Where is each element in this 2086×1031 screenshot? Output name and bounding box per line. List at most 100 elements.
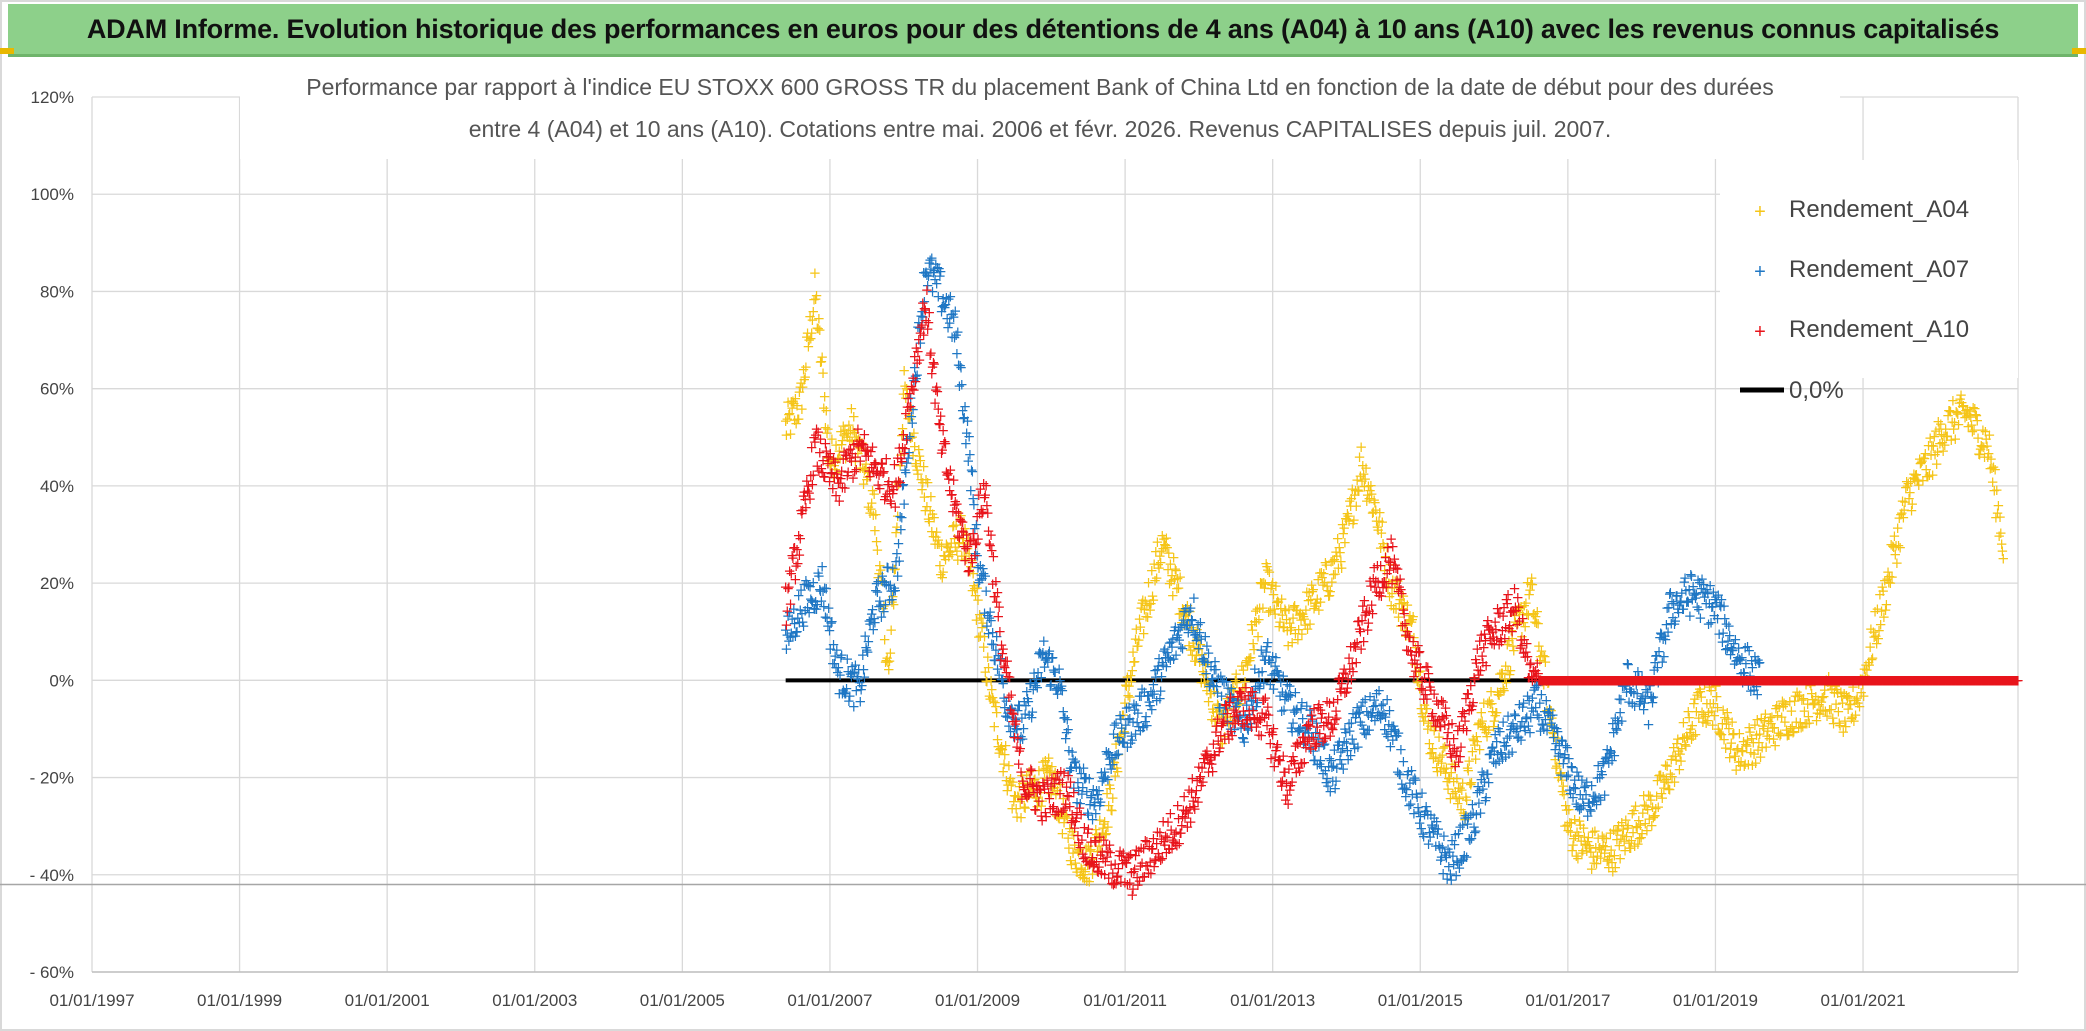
data-point: +: [908, 438, 921, 456]
data-point: +: [806, 311, 819, 329]
data-point: +: [893, 473, 906, 491]
data-point: +: [943, 543, 956, 561]
data-point: +: [909, 454, 922, 472]
data-point: +: [785, 392, 798, 410]
data-point: +: [1482, 773, 1495, 791]
report-title: ADAM Informe. Evolution historique des p…: [86, 13, 2000, 44]
data-point: +: [938, 547, 951, 565]
data-point: +: [928, 508, 941, 526]
data-point: +: [924, 501, 937, 519]
data-point: +: [920, 471, 933, 489]
data-point: +: [981, 673, 994, 691]
data-point: +: [922, 510, 935, 528]
data-point: +: [999, 745, 1012, 763]
data-point: +: [903, 406, 916, 424]
y-tick-label: 20%: [40, 574, 74, 593]
data-point: +: [898, 361, 911, 379]
data-point: +: [1891, 554, 1904, 572]
data-point: +: [921, 473, 934, 491]
data-point: +: [840, 425, 853, 443]
data-point: +: [1012, 788, 1025, 806]
data-point: +: [818, 387, 831, 405]
data-point: +: [997, 763, 1010, 781]
data-point: +: [813, 321, 826, 339]
data-point: +: [784, 595, 797, 613]
data-point: +: [786, 399, 799, 417]
data-point: +: [801, 324, 814, 342]
data-point: +: [1532, 615, 1545, 633]
data-point: +: [1007, 773, 1020, 791]
data-point: +: [970, 611, 983, 629]
data-point: +: [925, 488, 938, 506]
data-point: +: [892, 475, 905, 493]
data-point: +: [894, 457, 907, 475]
data-point: +: [930, 523, 943, 541]
data-point: +: [826, 612, 839, 630]
data-point: +: [1906, 495, 1919, 513]
data-point: +: [855, 440, 868, 458]
data-point: +: [900, 389, 913, 407]
data-point: +: [939, 435, 952, 453]
data-point: +: [880, 651, 893, 669]
x-tick-label: 01/01/2001: [345, 991, 430, 1010]
data-point: +: [986, 689, 999, 707]
data-point: +: [862, 498, 875, 516]
data-point: +: [993, 598, 1006, 616]
data-point: +: [822, 449, 835, 467]
data-point: +: [830, 436, 843, 454]
data-point: +: [906, 428, 919, 446]
data-point: +: [796, 400, 809, 418]
data-point: +: [858, 668, 871, 686]
x-tick-label: 01/01/2019: [1673, 991, 1758, 1010]
data-point: +: [861, 468, 874, 486]
data-point: +: [1997, 550, 2010, 568]
data-point: +: [1009, 787, 1022, 805]
data-point: +: [947, 471, 960, 489]
data-point: +: [973, 628, 986, 646]
data-point: +: [779, 412, 792, 430]
data-point: +: [951, 323, 964, 341]
data-point: +: [867, 506, 880, 524]
data-point: +: [1460, 722, 1473, 740]
data-point: +: [1147, 591, 1160, 609]
data-point: +: [838, 426, 851, 444]
data-point: +: [949, 538, 962, 556]
data-point: +: [1516, 610, 1529, 628]
data-point: +: [926, 505, 939, 523]
data-point: +: [854, 459, 867, 477]
data-point: +: [875, 572, 888, 590]
data-point: +: [896, 420, 909, 438]
y-tick-label: 100%: [31, 185, 74, 204]
data-point: +: [845, 400, 858, 418]
data-point: +: [1983, 426, 1996, 444]
chart-title-line-1: Performance par rapport à l'indice EU ST…: [306, 74, 1773, 100]
data-point: +: [912, 465, 925, 483]
data-point: +: [857, 475, 870, 493]
data-point: +: [953, 534, 966, 552]
data-point: +: [814, 353, 827, 371]
data-point: +: [885, 621, 898, 639]
x-tick-label: 01/01/2013: [1230, 991, 1315, 1010]
data-point: +: [807, 302, 820, 320]
data-point: +: [1894, 538, 1907, 556]
y-tick-label: - 40%: [30, 866, 74, 885]
data-point: +: [1008, 787, 1021, 805]
data-point: +: [913, 447, 926, 465]
data-point: +: [946, 545, 959, 563]
data-point: +: [1467, 694, 1480, 712]
data-point: +: [795, 374, 808, 392]
data-point: +: [1010, 712, 1023, 730]
data-point: +: [850, 428, 863, 446]
data-point: +: [825, 454, 838, 472]
data-point: +: [961, 539, 974, 557]
data-point: +: [877, 599, 890, 617]
data-point: +: [839, 449, 852, 467]
data-point: +: [980, 672, 993, 690]
data-point: +: [1010, 800, 1023, 818]
data-point: +: [1455, 738, 1468, 756]
data-point: +: [841, 428, 854, 446]
data-point: +: [917, 457, 930, 475]
data-point: +: [837, 417, 850, 435]
data-point: +: [820, 402, 833, 420]
data-point: +: [956, 376, 969, 394]
